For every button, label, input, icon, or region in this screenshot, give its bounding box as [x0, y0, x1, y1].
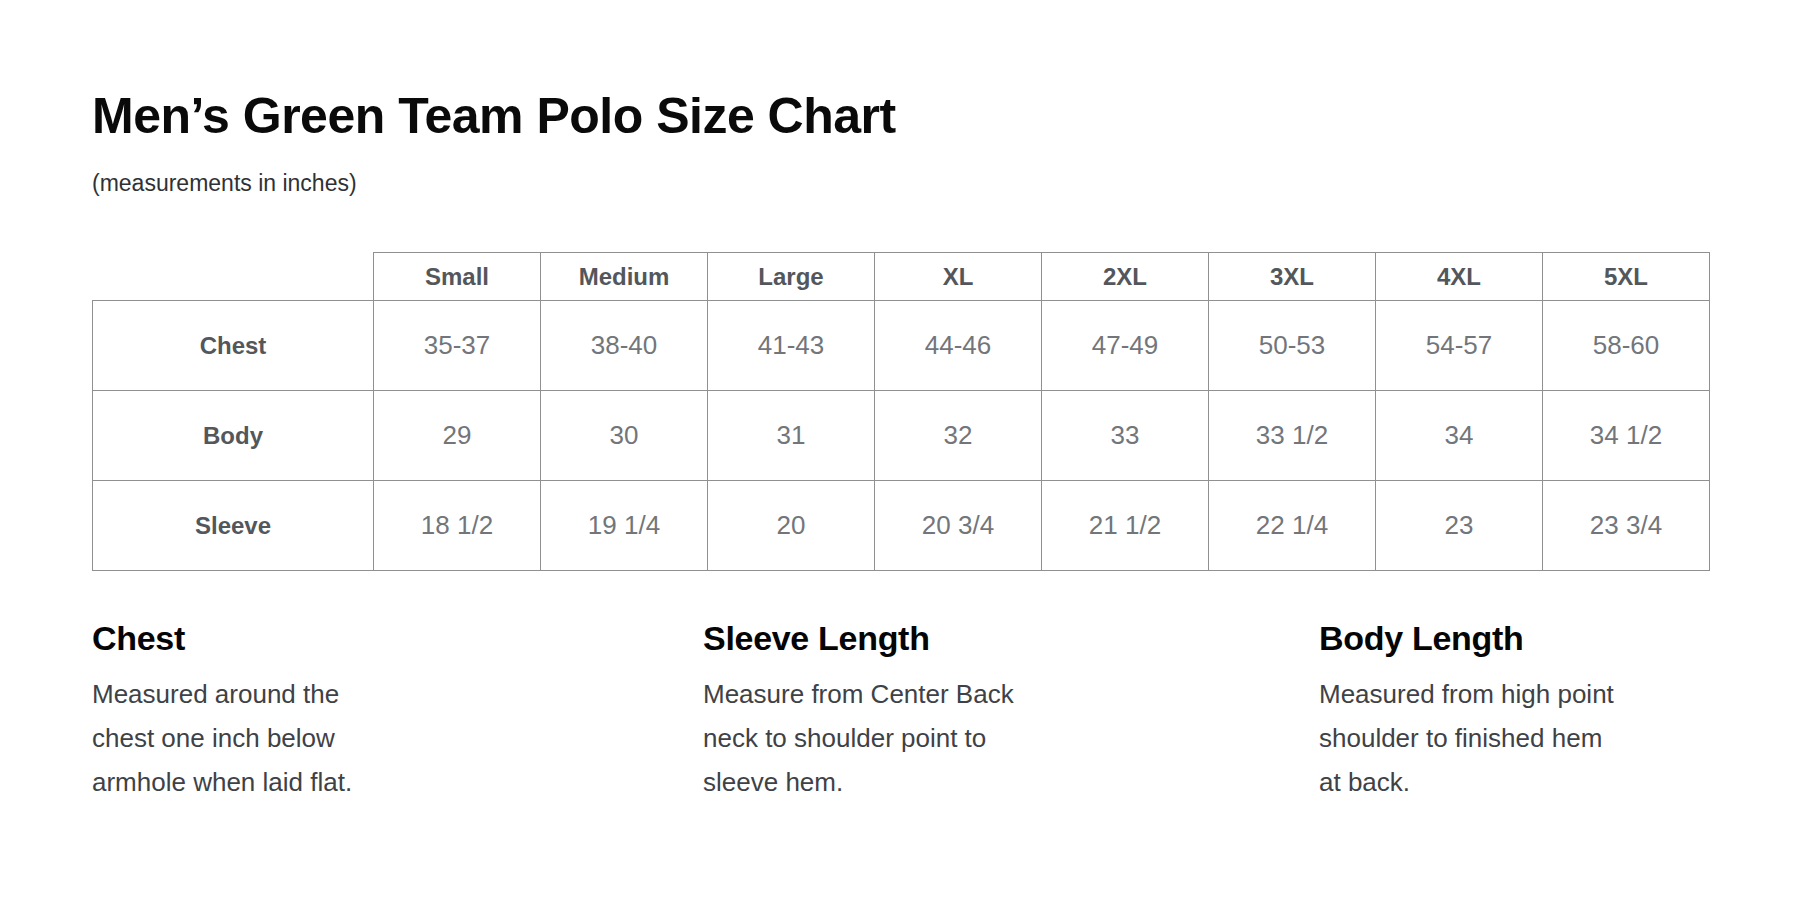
value-cell: 20 3/4	[875, 481, 1042, 571]
value-cell: 47-49	[1042, 301, 1209, 391]
size-chart-page: Men’s Green Team Polo Size Chart (measur…	[0, 0, 1800, 900]
table-row: Body293031323333 1/23434 1/2	[93, 391, 1710, 481]
value-cell: 33	[1042, 391, 1209, 481]
size-column-header: Large	[708, 253, 875, 301]
size-column-header: XL	[875, 253, 1042, 301]
value-cell: 54-57	[1376, 301, 1543, 391]
value-cell: 33 1/2	[1209, 391, 1376, 481]
row-label: Chest	[93, 301, 374, 391]
value-cell: 31	[708, 391, 875, 481]
page-title: Men’s Green Team Polo Size Chart	[92, 86, 896, 146]
size-column-header: Medium	[541, 253, 708, 301]
table-corner-cell	[93, 253, 374, 301]
size-column-header: Small	[374, 253, 541, 301]
guide-sleeve-length-description: Measure from Center Back neck to shoulde…	[703, 672, 1319, 804]
value-cell: 58-60	[1543, 301, 1710, 391]
value-cell: 21 1/2	[1042, 481, 1209, 571]
value-cell: 22 1/4	[1209, 481, 1376, 571]
value-cell: 35-37	[374, 301, 541, 391]
table-row: Chest35-3738-4041-4344-4647-4950-5354-57…	[93, 301, 1710, 391]
guide-chest-description: Measured around the chest one inch below…	[92, 672, 703, 804]
size-chart-table-body: Chest35-3738-4041-4344-4647-4950-5354-57…	[93, 301, 1710, 571]
size-column-header: 3XL	[1209, 253, 1376, 301]
page-subtitle: (measurements in inches)	[92, 170, 357, 197]
value-cell: 23 3/4	[1543, 481, 1710, 571]
value-cell: 34	[1376, 391, 1543, 481]
guide-chest-title: Chest	[92, 618, 703, 659]
value-cell: 32	[875, 391, 1042, 481]
table-row: Sleeve18 1/219 1/42020 3/421 1/222 1/423…	[93, 481, 1710, 571]
row-label: Sleeve	[93, 481, 374, 571]
size-column-header: 2XL	[1042, 253, 1209, 301]
value-cell: 38-40	[541, 301, 708, 391]
size-column-header: 4XL	[1376, 253, 1543, 301]
guide-sleeve-length-title: Sleeve Length	[703, 618, 1319, 659]
value-cell: 30	[541, 391, 708, 481]
value-cell: 44-46	[875, 301, 1042, 391]
value-cell: 19 1/4	[541, 481, 708, 571]
value-cell: 29	[374, 391, 541, 481]
size-column-header: 5XL	[1543, 253, 1710, 301]
value-cell: 18 1/2	[374, 481, 541, 571]
value-cell: 23	[1376, 481, 1543, 571]
value-cell: 50-53	[1209, 301, 1376, 391]
size-chart-table-header: SmallMediumLargeXL2XL3XL4XL5XL	[93, 253, 1710, 301]
guide-body-length: Body Length Measured from high point sho…	[1319, 618, 1752, 804]
measurement-guides: Chest Measured around the chest one inch…	[92, 618, 1752, 804]
value-cell: 20	[708, 481, 875, 571]
guide-body-length-title: Body Length	[1319, 618, 1752, 659]
row-label: Body	[93, 391, 374, 481]
header-row: SmallMediumLargeXL2XL3XL4XL5XL	[93, 253, 1710, 301]
value-cell: 34 1/2	[1543, 391, 1710, 481]
size-chart-table: SmallMediumLargeXL2XL3XL4XL5XL Chest35-3…	[92, 252, 1710, 571]
guide-body-length-description: Measured from high point shoulder to fin…	[1319, 672, 1752, 804]
guide-chest: Chest Measured around the chest one inch…	[92, 618, 703, 804]
guide-sleeve-length: Sleeve Length Measure from Center Back n…	[703, 618, 1319, 804]
value-cell: 41-43	[708, 301, 875, 391]
